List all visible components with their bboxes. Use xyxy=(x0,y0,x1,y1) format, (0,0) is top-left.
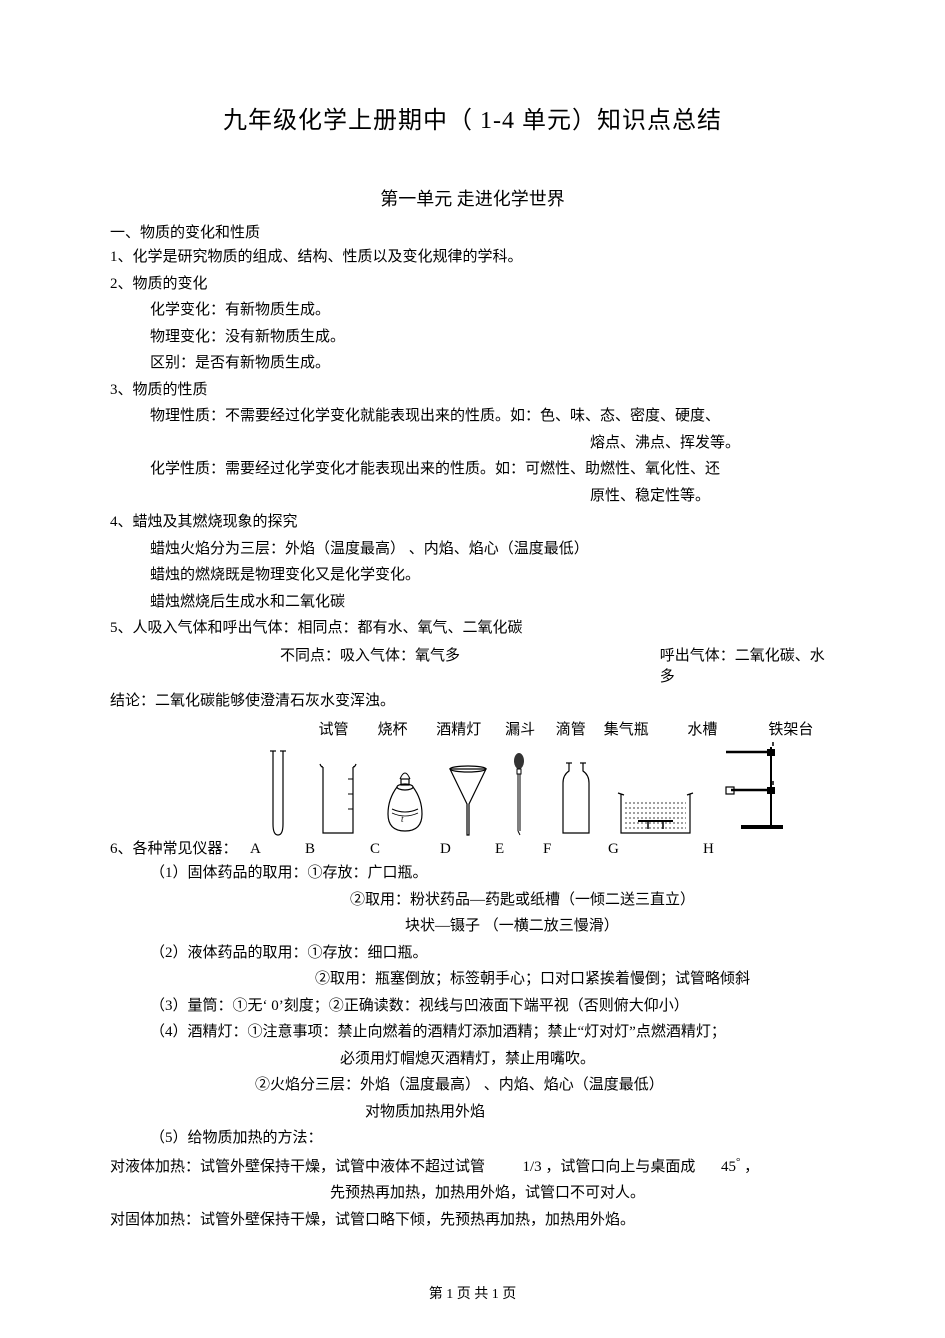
apparatus-letter: G xyxy=(608,841,703,858)
line-4c: 蜡烛燃烧后生成水和二氧化碳 xyxy=(110,591,835,614)
apparatus-letter: D xyxy=(440,841,495,858)
section-1-head: 一、物质的变化和性质 xyxy=(110,221,835,242)
page-title: 九年级化学上册期中（ 1-4 单元）知识点总结 xyxy=(110,100,835,135)
line-2b: 物理变化：没有新物质生成。 xyxy=(110,326,835,349)
line-6-4a: 必须用灯帽熄灭酒精灯，禁止用嘴吹。 xyxy=(110,1048,835,1071)
line-6-5b: 先预热再加热，加热用外焰，试管口不可对人。 xyxy=(110,1182,835,1205)
apparatus-label: 漏斗 xyxy=(493,718,547,739)
apparatus-label: 滴管 xyxy=(547,718,594,739)
line-6-1a: ②取用：粉状药品—药匙或纸槽（一倾二送三直立） xyxy=(110,889,835,912)
line-3a2: 熔点、沸点、挥发等。 xyxy=(110,432,835,455)
line-6-2: （2）液体药品的取用：①存放：细口瓶。 xyxy=(110,942,835,965)
apparatus-letter: B xyxy=(305,841,370,858)
svg-text:t: t xyxy=(401,814,404,824)
apparatus-label: 酒精灯 xyxy=(424,718,493,739)
apparatus-letter: E xyxy=(495,841,543,858)
line-6-5: （5）给物质加热的方法： xyxy=(110,1127,835,1150)
apparatus-letter: C xyxy=(370,841,440,858)
line-3: 3、物质的性质 xyxy=(110,379,835,402)
line-2: 2、物质的变化 xyxy=(110,273,835,296)
apparatus-test-tube: A xyxy=(250,749,305,858)
line-3b: 化学性质：需要经过化学变化才能表现出来的性质。如：可燃性、助燃性、氧化性、还 xyxy=(110,458,835,481)
line-6-1: （1）固体药品的取用：①存放：广口瓶。 xyxy=(110,862,835,885)
apparatus-letter: H xyxy=(703,841,793,858)
line-6-4b: ②火焰分三层：外焰（温度最高） 、内焰、焰心（温度最低） xyxy=(110,1074,835,1097)
line-4b: 蜡烛的燃烧既是物理变化又是化学变化。 xyxy=(110,564,835,587)
page: 九年级化学上册期中（ 1-4 单元）知识点总结 第一单元 走进化学世界 一、物质… xyxy=(0,0,945,1338)
degree-symbol: ° xyxy=(736,1156,740,1168)
apparatus-label: 试管 xyxy=(306,718,360,739)
line-6-2a: ②取用：瓶塞倒放；标签朝手心；口对口紧挨着慢倒；试管略倾斜 xyxy=(110,968,835,991)
line-1: 1、化学是研究物质的组成、结构、性质以及变化规律的学科。 xyxy=(110,246,835,269)
apparatus-funnel: D xyxy=(440,749,495,858)
line-6-5a-p2: 1/3 ，试管口向上与桌面成 xyxy=(523,1159,696,1175)
line-6-1b: 块状—镊子 （一横二放三慢滑） xyxy=(110,915,835,938)
line-6-5a-p4: ， xyxy=(744,1159,759,1175)
line-5a-right: 呼出气体：二氧化碳、水多 xyxy=(660,644,835,686)
line-4a: 蜡烛火焰分为三层：外焰（温度最高） 、内焰、焰心（温度最低） xyxy=(110,538,835,561)
apparatus-dropper: E xyxy=(495,749,543,858)
apparatus-label: 铁架台 xyxy=(747,718,835,739)
line-3b2: 原性、稳定性等。 xyxy=(110,485,835,508)
line-6-5c: 对固体加热：试管外壁保持干燥，试管口略下倾，先预热再加热，加热用外焰。 xyxy=(110,1209,835,1232)
apparatus-label: 集气瓶 xyxy=(594,718,658,739)
line-6-3: （3）量筒：①无‘ 0’刻度；②正确读数：视线与凹液面下端平视（否则俯大仰小） xyxy=(110,995,835,1018)
page-footer: 第 1 页 共 1 页 xyxy=(0,1283,945,1303)
line-6-5a: 对液体加热：试管外壁保持干燥，试管中液体不超过试管 1/3 ，试管口向上与桌面成… xyxy=(110,1154,835,1179)
apparatus-beaker: B xyxy=(305,749,370,858)
apparatus-labels-row: 试管 烧杯 酒精灯 漏斗 滴管 集气瓶 水槽 铁架台 xyxy=(110,718,835,739)
apparatus-alcohol-lamp: t C xyxy=(370,749,440,858)
apparatus-label: 烧杯 xyxy=(361,718,425,739)
apparatus-row: 6、各种常见仪器： A B xyxy=(110,739,835,858)
line-5: 5、人吸入气体和呼出气体：相同点：都有水、氧气、二氧化碳 xyxy=(110,617,835,640)
apparatus-letter: A xyxy=(250,841,305,858)
line-6-lead: 6、各种常见仪器： xyxy=(110,837,250,858)
line-5b: 结论：二氧化碳能够使澄清石灰水变浑浊。 xyxy=(110,690,835,713)
line-6-5a-p3: 45 xyxy=(721,1159,736,1175)
line-5a-left: 不同点：吸入气体：氧气多 xyxy=(110,644,660,686)
apparatus-water-trough: G xyxy=(608,749,703,858)
line-2c: 区别：是否有新物质生成。 xyxy=(110,352,835,375)
line-2a: 化学变化：有新物质生成。 xyxy=(110,299,835,322)
line-5a: 不同点：吸入气体：氧气多 呼出气体：二氧化碳、水多 xyxy=(110,644,835,686)
line-6-4: （4）酒精灯：①注意事项：禁止向燃着的酒精灯添加酒精；禁止“灯对灯”点燃酒精灯； xyxy=(110,1021,835,1044)
apparatus-iron-stand: H xyxy=(703,739,793,858)
apparatus-letter: F xyxy=(543,841,608,858)
line-3a: 物理性质：不需要经过化学变化就能表现出来的性质。如：色、味、态、密度、硬度、 xyxy=(110,405,835,428)
line-6-5a-p1: 对液体加热：试管外壁保持干燥，试管中液体不超过试管 xyxy=(110,1159,485,1175)
apparatus-label: 水槽 xyxy=(658,718,746,739)
line-6-4c: 对物质加热用外焰 xyxy=(110,1101,835,1124)
apparatus-gas-bottle: F xyxy=(543,749,608,858)
unit-heading: 第一单元 走进化学世界 xyxy=(110,185,835,211)
line-4: 4、蜡烛及其燃烧现象的探究 xyxy=(110,511,835,534)
